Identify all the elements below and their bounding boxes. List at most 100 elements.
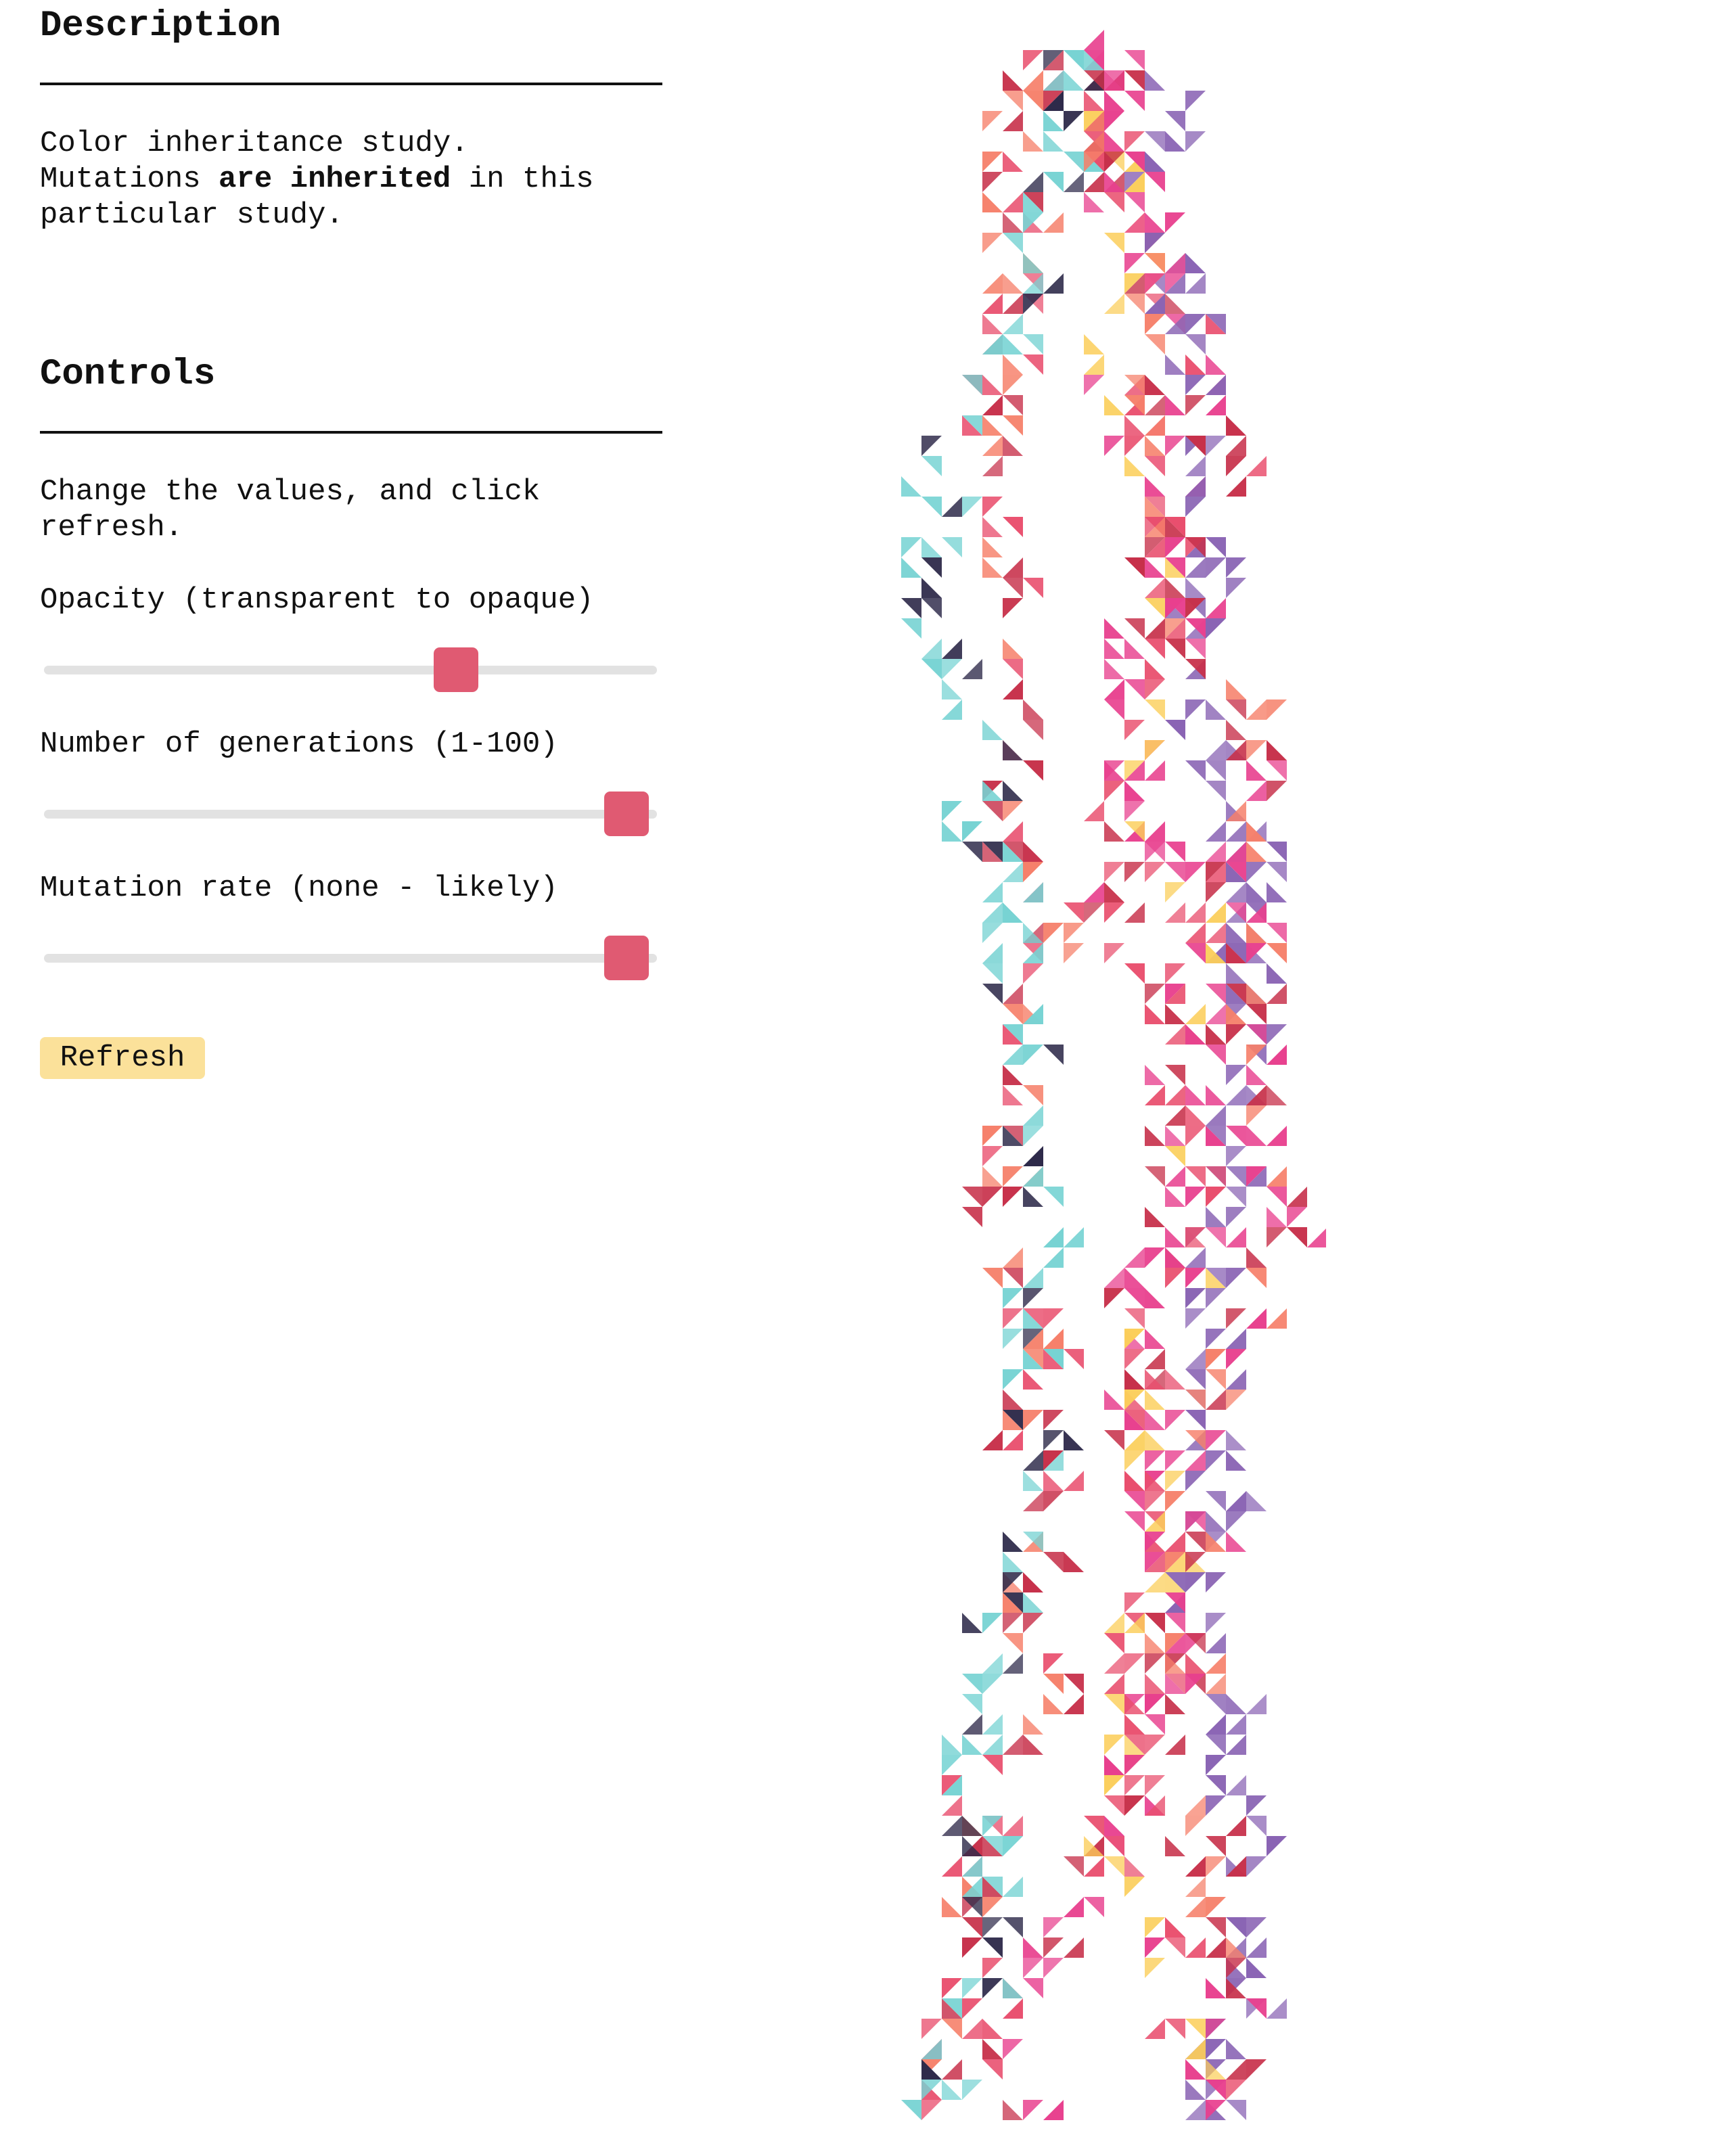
art-triangle [921,456,942,476]
art-triangle [1104,1613,1124,1633]
art-triangle [1124,760,1145,781]
art-triangle [1145,1958,1165,1978]
art-triangle [962,821,982,842]
art-triangle [1185,1937,1206,1958]
generations-slider[interactable] [44,789,657,837]
art-triangle [1145,578,1165,598]
art-triangle [1124,821,1145,842]
art-triangle [1023,1105,1043,1126]
art-triangle [1165,1735,1185,1755]
art-triangle [1145,1511,1165,1532]
refresh-button[interactable]: Refresh [40,1037,205,1079]
art-triangle [1023,50,1043,70]
art-triangle [901,537,921,557]
art-triangle [1145,1288,1165,1308]
art-triangle [1064,70,1084,91]
art-triangle [1165,253,1185,273]
art-triangle [962,1674,982,1694]
generative-artwork [901,30,1326,2120]
art-triangle [1226,943,1246,963]
art-triangle [1145,517,1165,537]
art-triangle [942,2019,962,2039]
art-triangle [1145,273,1165,294]
art-triangle [962,1187,982,1207]
art-triangle [1043,1410,1064,1430]
art-triangle [982,314,1003,334]
art-triangle [1267,1227,1287,1247]
art-triangle [982,1877,1003,1897]
art-triangle [1104,1633,1124,1653]
art-triangle [1043,1471,1064,1491]
art-triangle [1206,842,1226,862]
art-triangle [1145,131,1165,152]
art-triangle [1084,91,1104,111]
art-triangle [1003,1004,1023,1024]
art-triangle [1023,1491,1043,1511]
art-triangle [1043,1045,1064,1065]
art-triangle [1145,1653,1165,1674]
art-triangle [1185,598,1206,618]
art-triangle [1206,436,1226,456]
opacity-slider-thumb[interactable] [434,647,478,692]
art-triangle [1185,1410,1206,1430]
art-triangle [1145,699,1165,720]
art-triangle [1206,1045,1226,1065]
art-triangle [1003,1187,1023,1207]
art-triangle [1226,1917,1246,1937]
art-triangle [1003,436,1023,456]
art-triangle [1023,923,1043,943]
art-triangle [1165,578,1185,598]
art-triangle [1124,1511,1145,1532]
art-triangle [1043,131,1064,152]
art-triangle [982,1166,1003,1187]
art-triangle [1064,1552,1084,1572]
art-triangle [1023,1572,1043,1592]
art-triangle [1206,537,1226,557]
art-triangle [982,334,1003,354]
art-triangle [962,1714,982,1735]
art-triangle [982,1755,1003,1775]
art-triangle [1206,1735,1226,1755]
art-triangle [1104,639,1124,659]
art-triangle [1246,1795,1267,1816]
art-triangle [1226,415,1246,436]
art-triangle [1003,557,1023,578]
art-triangle [1043,1937,1064,1958]
art-triangle [962,1735,982,1755]
art-triangle [1124,1390,1145,1410]
art-triangle [1064,111,1084,131]
art-triangle [1165,212,1185,233]
opacity-slider[interactable] [44,645,657,693]
art-triangle [1104,659,1124,679]
art-triangle [1246,1085,1267,1105]
art-triangle [1206,1532,1226,1552]
art-triangle [982,517,1003,537]
art-triangle [1206,740,1226,760]
art-triangle [1124,1795,1145,1816]
mutation-slider[interactable] [44,934,657,981]
art-triangle [1023,334,1043,354]
art-triangle [1246,1065,1267,1085]
generations-slider-thumb[interactable] [604,792,649,836]
art-triangle [1003,395,1023,415]
art-triangle [1185,943,1206,963]
art-triangle [1206,923,1226,943]
art-triangle [1043,1552,1064,1572]
art-triangle [1023,1187,1043,1207]
art-triangle [982,1714,1003,1735]
art-triangle [982,1937,1003,1958]
art-triangle [1185,2039,1206,2059]
art-triangle [1165,1166,1185,1187]
art-triangle [1246,1856,1267,1877]
art-triangle [1124,50,1145,70]
art-triangle [942,1775,962,1795]
art-triangle [1023,172,1043,192]
art-triangle [1124,862,1145,882]
art-triangle [1043,50,1064,70]
art-triangle [1003,354,1023,375]
art-triangle [942,1795,962,1816]
art-triangle [962,2080,982,2100]
art-triangle [1226,2039,1246,2059]
art-triangle [1124,801,1145,821]
mutation-slider-thumb[interactable] [604,936,649,980]
